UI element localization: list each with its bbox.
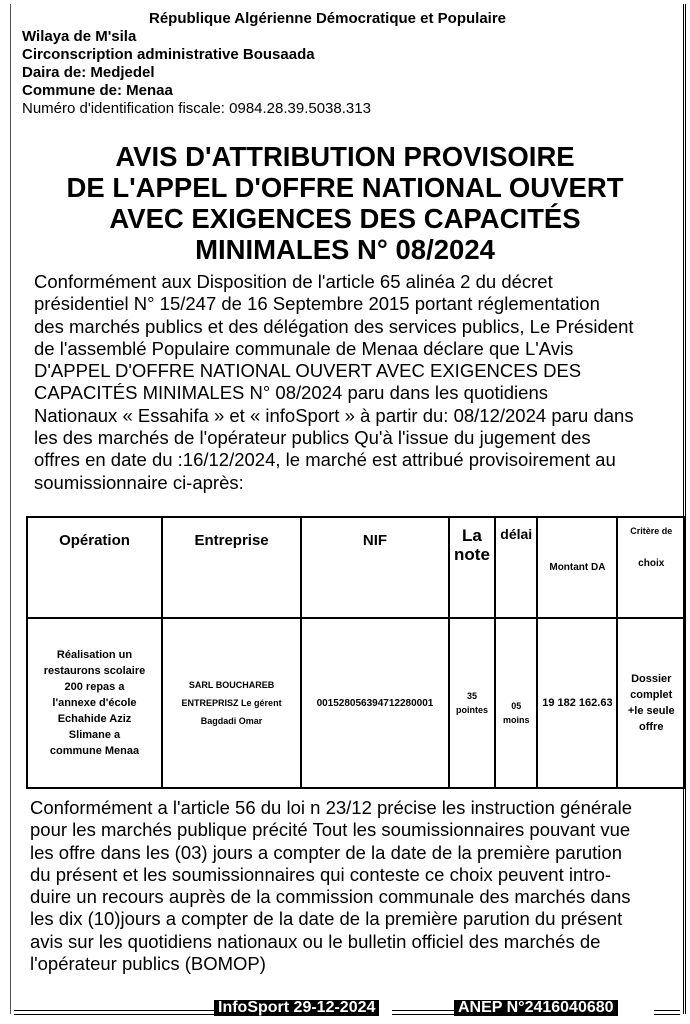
republic-line: République Algérienne Démocratique et Po…: [149, 10, 507, 27]
footer-rule: [654, 1010, 680, 1015]
header-nif: NIF: [300, 516, 450, 619]
circonscription-line: Circonscription administrative Bousaada: [22, 46, 315, 63]
header-montant: Montant DA: [536, 516, 619, 619]
publication-badge: InfoSport 29-12-2024: [214, 1000, 380, 1016]
table-header-row: Opération Entreprise NIF La note délai M…: [26, 516, 686, 619]
title-line: AVEC EXIGENCES DES CAPACITÉS: [109, 203, 581, 234]
cell-note: 35 pointes: [447, 617, 497, 789]
header-note: La note: [447, 516, 497, 619]
header-critere: Critère de choix: [616, 516, 686, 619]
text-line: commune Menaa: [49, 745, 140, 757]
text-line: avis sur les quotidiens nationaux ou le …: [30, 930, 601, 952]
header-entreprise: Entreprise: [160, 516, 303, 619]
footer-rule: [392, 1010, 454, 1015]
cell-nif: 001528056394712280001: [300, 617, 450, 789]
text-line: moins: [503, 715, 530, 725]
text-line: Conformément a l'article 56 du loi n 23/…: [30, 797, 633, 818]
cell-montant: 19 182 162.63: [536, 617, 619, 789]
award-table: Opération Entreprise NIF La note délai M…: [26, 516, 686, 789]
cell-entreprise: SARL BOUCHAREB ENTREPRISZ Le gérent Bagdad…: [160, 617, 303, 789]
header-delai: délai: [494, 516, 539, 619]
text-line: les dix (10)jours a compter de la date d…: [30, 908, 623, 930]
text-line: restaurons scolaire: [43, 665, 146, 677]
text-line: des marchés publics et des délégation de…: [34, 315, 634, 337]
cell-delai: 05 moins: [494, 617, 539, 789]
text-line: Echahide Aziz: [57, 713, 132, 725]
text-line: Réalisation un: [56, 649, 133, 661]
footer-rule: [14, 1010, 214, 1015]
text-line: soumissionnaire ci-après:: [34, 471, 244, 493]
text-line: pointes: [455, 705, 488, 715]
text-line: offres en date du :16/12/2024, le marché…: [34, 449, 616, 471]
text-line: 35: [466, 691, 477, 701]
text-line: Dossier: [631, 673, 672, 685]
notice-title: AVIS D'ATTRIBUTION PROVISOIRE DE L'APPEL…: [0, 141, 690, 265]
text-line: du présent et les soumissionnaires qui c…: [30, 863, 612, 885]
header-operation: Opération: [26, 516, 163, 619]
text-line: l'annexe d'école: [52, 697, 137, 709]
title-line: MINIMALES N° 08/2024: [195, 234, 495, 265]
text-line: les des marchés de l'opérateur publics Q…: [34, 427, 591, 449]
commune-line: Commune de: Menaa: [22, 82, 173, 99]
text-line: de l'assemblé Populaire communale de Men…: [34, 337, 574, 359]
daira-line: Daira de: Medjedel: [22, 64, 155, 81]
text-line: présidentiel N° 15/247 de 16 Septembre 2…: [34, 293, 600, 315]
anep-badge: ANEP N°2416040680: [454, 1000, 618, 1016]
text-line: CAPACITÉS MINIMALES N° 08/2024 paru dans…: [34, 382, 548, 404]
text-line: Nationaux « Essahifa » et « infoSport » …: [34, 404, 634, 426]
title-line: AVIS D'ATTRIBUTION PROVISOIRE: [115, 141, 575, 172]
text-line: l'opérateur publics (BOMOP): [30, 953, 266, 975]
text-line: Bagdadi Omar: [200, 716, 263, 726]
text-line: 200 repas a: [64, 681, 125, 693]
critere-label: choix: [638, 558, 665, 569]
text-line: Conformément aux Disposition de l'articl…: [34, 271, 553, 292]
cell-operation: Réalisation un restaurons scolaire 200 rep…: [26, 617, 163, 789]
cell-critere: Dossier complet +le seule offre: [616, 617, 686, 789]
text-line: Slimane a: [68, 729, 121, 741]
text-line: SARL BOUCHAREB: [188, 680, 275, 690]
title-line: DE L'APPEL D'OFFRE NATIONAL OUVERT: [66, 172, 624, 203]
issuer-header: République Algérienne Démocratique et Po…: [22, 10, 506, 118]
text-line: complet: [630, 689, 673, 701]
text-line: ENTREPRISZ Le gérent: [181, 698, 282, 708]
text-line: D'APPEL D'OFFRE NATIONAL OUVERT AVEC EXI…: [34, 360, 582, 382]
wilaya-line: Wilaya de M'sila: [22, 28, 137, 45]
text-line: les offre dans les (03) jours a compter …: [30, 841, 622, 863]
closing-paragraph: Conformément a l'article 56 du loi n 23/…: [30, 797, 632, 975]
text-line: duire un recours auprès de la commission…: [30, 886, 631, 908]
text-line: +le seule: [627, 705, 675, 717]
critere-label: Critère de: [630, 526, 673, 536]
page-border: [10, 4, 686, 1014]
table-row: Réalisation un restaurons scolaire 200 rep…: [26, 617, 686, 789]
fiscal-id-line: Numéro d'identification fiscale: 0984.28…: [22, 100, 371, 117]
intro-paragraph: Conformément aux Disposition de l'articl…: [34, 271, 634, 494]
text-line: pour les marchés publique précité Tout l…: [30, 819, 631, 841]
text-line: 05: [511, 701, 522, 711]
text-line: offre: [639, 721, 664, 733]
